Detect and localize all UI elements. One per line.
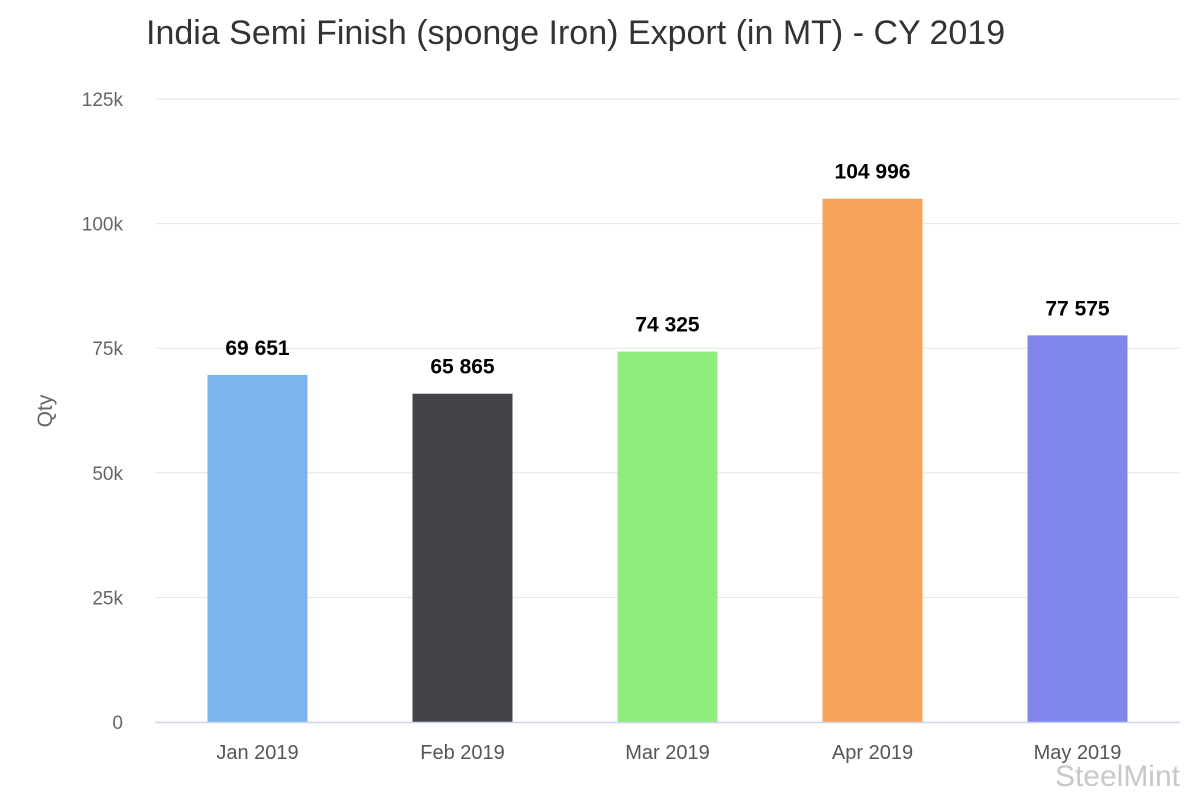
y-tick-label: 125k (82, 90, 124, 111)
y-tick-label: 75k (92, 339, 123, 360)
x-tick-label: Jan 2019 (216, 742, 298, 764)
chart-title: India Semi Finish (sponge Iron) Export (… (146, 14, 1006, 52)
data-label: 104 996 (835, 161, 911, 184)
bar (412, 393, 513, 722)
watermark-logo: SteelMint (1054, 760, 1180, 793)
data-label: 69 651 (225, 337, 290, 360)
x-tick-label: Feb 2019 (420, 742, 505, 764)
y-tick-label: 25k (92, 588, 123, 609)
data-label: 74 325 (635, 314, 700, 337)
bar (822, 198, 923, 722)
bar (1027, 335, 1128, 722)
y-tick-label: 50k (92, 464, 123, 485)
y-tick-label: 100k (82, 215, 124, 236)
bar (207, 374, 308, 722)
data-label: 77 575 (1045, 297, 1110, 320)
y-axis-title: Qty (34, 394, 57, 427)
data-label: 65 865 (430, 356, 495, 379)
y-tick-label: 0 (112, 713, 123, 734)
bar (617, 351, 718, 722)
x-tick-label: May 2019 (1034, 742, 1122, 764)
x-tick-label: Mar 2019 (625, 742, 710, 764)
x-tick-label: Apr 2019 (832, 742, 913, 764)
